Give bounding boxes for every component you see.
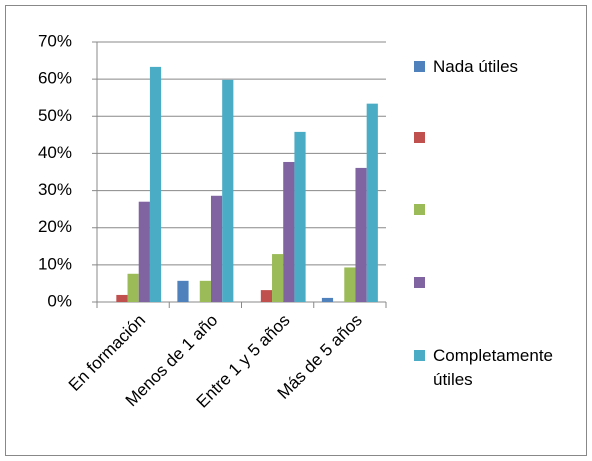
y-tick-label: 50% <box>38 106 72 125</box>
legend-swatch <box>414 61 425 72</box>
bar <box>260 290 273 302</box>
legend-entry <box>414 126 590 143</box>
bar <box>116 294 128 302</box>
y-tick-label: 40% <box>38 143 72 162</box>
bar <box>272 254 284 302</box>
legend-entry: Nada útiles <box>414 55 590 79</box>
y-tick-label: 10% <box>38 254 72 273</box>
bar <box>222 79 234 302</box>
bar <box>210 195 223 302</box>
bar <box>138 201 150 302</box>
legend-swatch <box>414 277 425 288</box>
bar <box>283 161 295 302</box>
legend-swatch <box>414 132 425 143</box>
legend-entry <box>414 198 590 215</box>
y-tick-label: 60% <box>38 69 72 88</box>
bar <box>321 297 334 302</box>
y-tick-label: 0% <box>47 291 72 310</box>
legend-swatch <box>414 350 425 361</box>
legend-swatch <box>414 204 425 215</box>
bar <box>199 280 211 302</box>
bar <box>355 167 367 302</box>
bar <box>344 267 356 302</box>
y-tick-label: 20% <box>38 217 72 236</box>
legend-entry: Completamente útiles <box>414 344 590 392</box>
bar <box>177 280 189 302</box>
legend-label: Completamente útiles <box>433 346 554 389</box>
bar <box>294 131 306 302</box>
legend-entry <box>414 271 590 288</box>
y-tick-label: 30% <box>38 180 72 199</box>
y-tick-label: 70% <box>38 31 72 50</box>
bar <box>366 103 378 303</box>
bar <box>149 66 162 302</box>
legend-label: Nada útiles <box>433 57 519 76</box>
bar <box>127 273 139 302</box>
